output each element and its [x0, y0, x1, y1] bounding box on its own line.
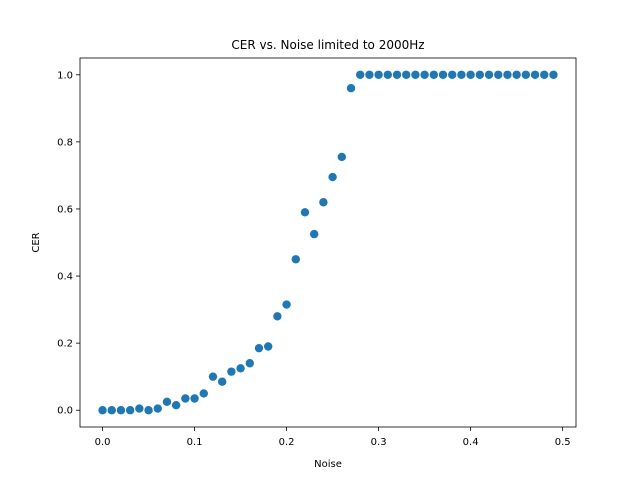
data-point: [171, 401, 181, 410]
plot-frame: [79, 57, 577, 428]
data-point: [503, 70, 512, 79]
x-tick-label: 0.3: [371, 437, 387, 448]
data-point: [402, 70, 411, 79]
data-point: [236, 364, 245, 373]
x-tick-label: 0.5: [555, 437, 571, 448]
data-point: [282, 300, 291, 309]
chart-title: CER vs. Noise limited to 2000Hz: [231, 38, 424, 52]
y-tick-label: 1.0: [57, 70, 73, 81]
data-point: [319, 198, 328, 207]
data-point: [190, 394, 199, 403]
data-point: [420, 70, 429, 79]
data-point: [181, 394, 190, 403]
y-tick-label: 0.6: [57, 204, 73, 215]
y-tick-label: 0.2: [57, 339, 73, 350]
x-tick-label: 0.2: [279, 437, 295, 448]
y-tick-label: 0.8: [57, 137, 73, 148]
x-tick-label: 0.4: [463, 437, 479, 448]
data-point: [429, 70, 439, 79]
data-point: [356, 70, 365, 79]
data-point: [273, 312, 282, 321]
data-point: [107, 406, 116, 415]
data-point: [153, 404, 162, 413]
data-point: [549, 70, 558, 79]
data-point: [457, 70, 466, 79]
data-point: [438, 70, 448, 79]
data-point: [448, 70, 457, 79]
data-point: [263, 342, 273, 351]
data-point: [291, 255, 300, 264]
data-point: [217, 377, 227, 386]
data-point: [300, 208, 310, 217]
data-points: [98, 70, 558, 415]
x-tick-label: 0.1: [187, 437, 203, 448]
data-point: [254, 343, 264, 353]
data-point: [328, 172, 337, 182]
data-point: [98, 406, 107, 415]
y-axis-label: CER: [31, 232, 42, 252]
data-point: [466, 70, 475, 79]
data-point: [162, 397, 172, 407]
data-point: [530, 70, 540, 79]
data-point: [383, 70, 393, 79]
data-point: [365, 70, 374, 79]
y-tick-label: 0.0: [57, 406, 73, 417]
data-point: [484, 70, 494, 79]
x-tick-label: 0.0: [95, 437, 111, 448]
data-point: [125, 406, 135, 415]
data-point: [512, 70, 521, 79]
x-axis-label: Noise: [314, 459, 342, 470]
data-point: [346, 83, 356, 93]
data-point: [310, 229, 319, 239]
data-point: [144, 406, 153, 415]
data-point: [411, 70, 420, 79]
data-point: [494, 70, 503, 79]
data-point: [135, 404, 144, 413]
data-point: [540, 70, 549, 79]
data-point: [521, 70, 531, 79]
data-point: [337, 152, 346, 162]
data-point: [199, 389, 208, 398]
x-axis-ticks: 0.0 0.1 0.2 0.3 0.4 0.5: [95, 427, 571, 448]
data-point: [227, 367, 236, 376]
data-point: [116, 406, 126, 415]
y-axis-ticks: 0.0 0.2 0.4 0.6 0.8 1.0: [57, 70, 80, 417]
data-point: [392, 70, 402, 79]
y-tick-label: 0.4: [57, 272, 73, 283]
data-point: [374, 70, 383, 79]
data-point: [245, 359, 254, 368]
data-point: [208, 372, 218, 381]
data-point: [475, 70, 485, 79]
